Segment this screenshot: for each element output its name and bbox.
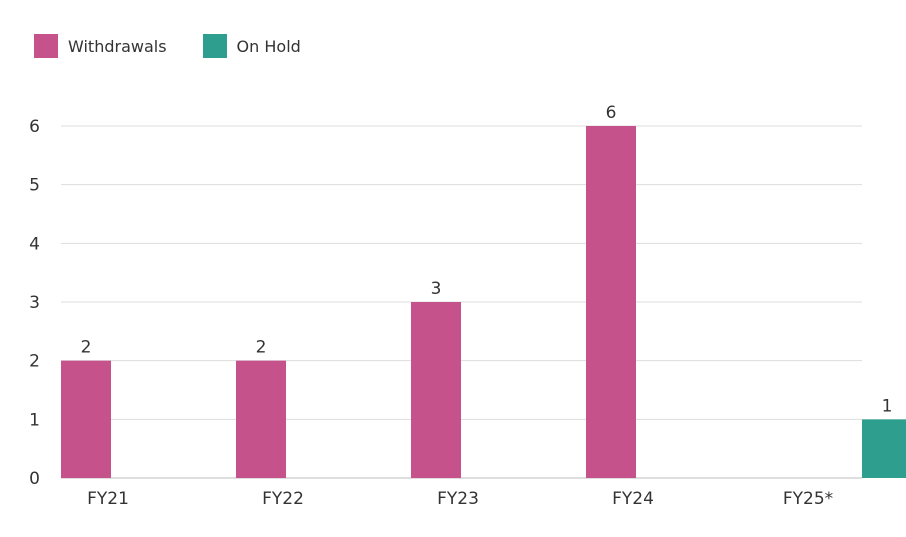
x-tick-label: FY21 [87,489,129,509]
y-tick-label: 0 [29,469,40,489]
data-label: 1 [882,396,893,416]
legend-swatch-withdrawals [34,34,58,58]
bar-withdrawals [236,360,286,478]
legend-item-withdrawals: Withdrawals [34,34,167,58]
data-label: 2 [256,338,267,358]
y-tick-label: 5 [29,176,40,196]
bar-withdrawals [586,126,636,478]
y-tick-label: 1 [29,410,40,430]
data-label: 2 [81,338,92,358]
bar-withdrawals [411,302,461,478]
bar-withdrawals [61,360,111,478]
bar-on-hold [862,419,906,478]
legend-label-on-hold: On Hold [236,36,301,56]
x-tick-label: FY23 [437,489,479,509]
legend-swatch-on-hold [202,34,227,58]
data-label: 3 [431,279,442,299]
y-tick-label: 4 [29,234,40,254]
y-tick-label: 3 [29,293,40,313]
data-label: 6 [606,103,617,123]
y-tick-label: 2 [29,352,40,372]
x-tick-label: FY24 [612,489,654,509]
chart-legend: Withdrawals On Hold [34,34,337,58]
x-tick-label: FY25* [783,489,833,509]
legend-item-on-hold: On Hold [202,34,301,58]
x-tick-label: FY22 [262,489,304,509]
legend-label-withdrawals: Withdrawals [68,36,167,56]
y-tick-label: 6 [29,117,40,137]
